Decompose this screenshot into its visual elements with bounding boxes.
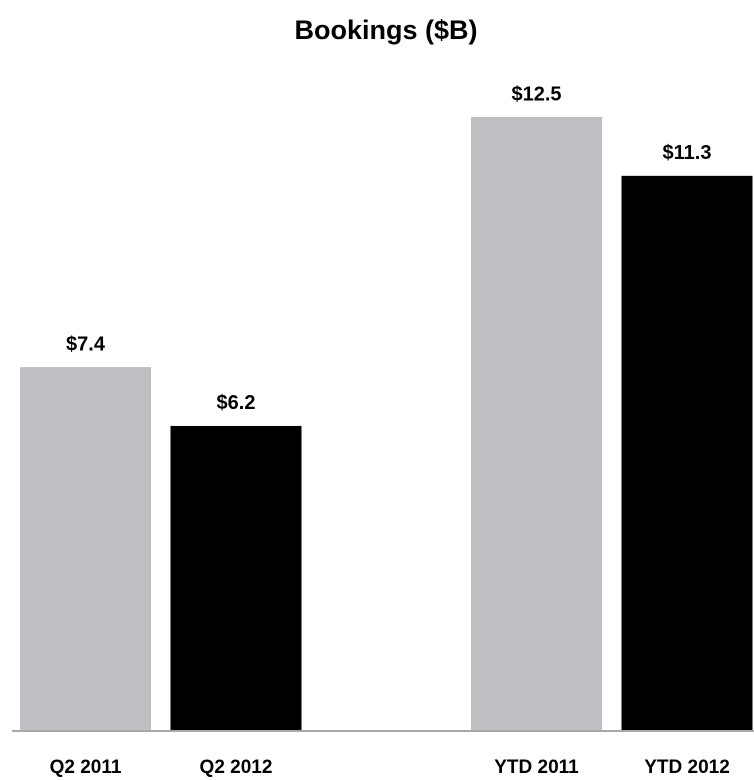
bar (621, 175, 753, 730)
value-label: $12.5 (511, 83, 561, 105)
value-label: $7.4 (66, 333, 106, 355)
chart-title: Bookings ($B) (294, 15, 477, 45)
x-tick-label: Q2 2012 (200, 757, 273, 778)
value-label: $11.3 (663, 142, 712, 164)
x-tick-label: YTD 2011 (494, 757, 579, 778)
x-tick-label: Q2 2011 (50, 757, 122, 778)
x-tick-label: YTD 2012 (644, 757, 730, 778)
value-label: $6.2 (217, 392, 256, 414)
bar (170, 425, 302, 730)
bar (471, 117, 602, 730)
bar (20, 367, 151, 730)
